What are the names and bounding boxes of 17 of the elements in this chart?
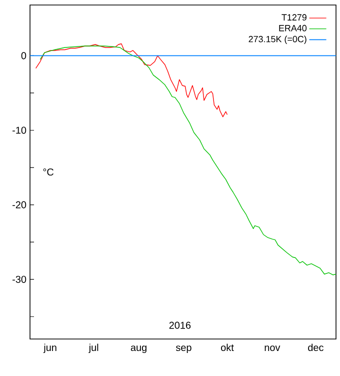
y-tick-label: -10 [12, 126, 26, 134]
legend-label: ERA40 [279, 24, 307, 32]
line-series [35, 43, 228, 118]
x-tick-label: dec [308, 344, 324, 352]
x-tick-label: sep [176, 346, 192, 354]
y-axis-title: °C [43, 168, 54, 176]
x-tick-label: jul [88, 344, 98, 354]
x-tick-label: nov [264, 346, 280, 352]
y-tick-label: -20 [12, 201, 26, 208]
y-tick-label: 0 [21, 52, 26, 60]
x-tick-label: jun [43, 344, 56, 354]
x-axis-title: 2016 [169, 322, 191, 329]
x-tick-label: okt [221, 344, 234, 352]
x-tick-label: aug [130, 346, 146, 354]
y-tick-label: -30 [12, 276, 26, 283]
legend-label: 273.15K (=0C) [248, 36, 306, 44]
legend-label: T1279 [282, 14, 306, 21]
